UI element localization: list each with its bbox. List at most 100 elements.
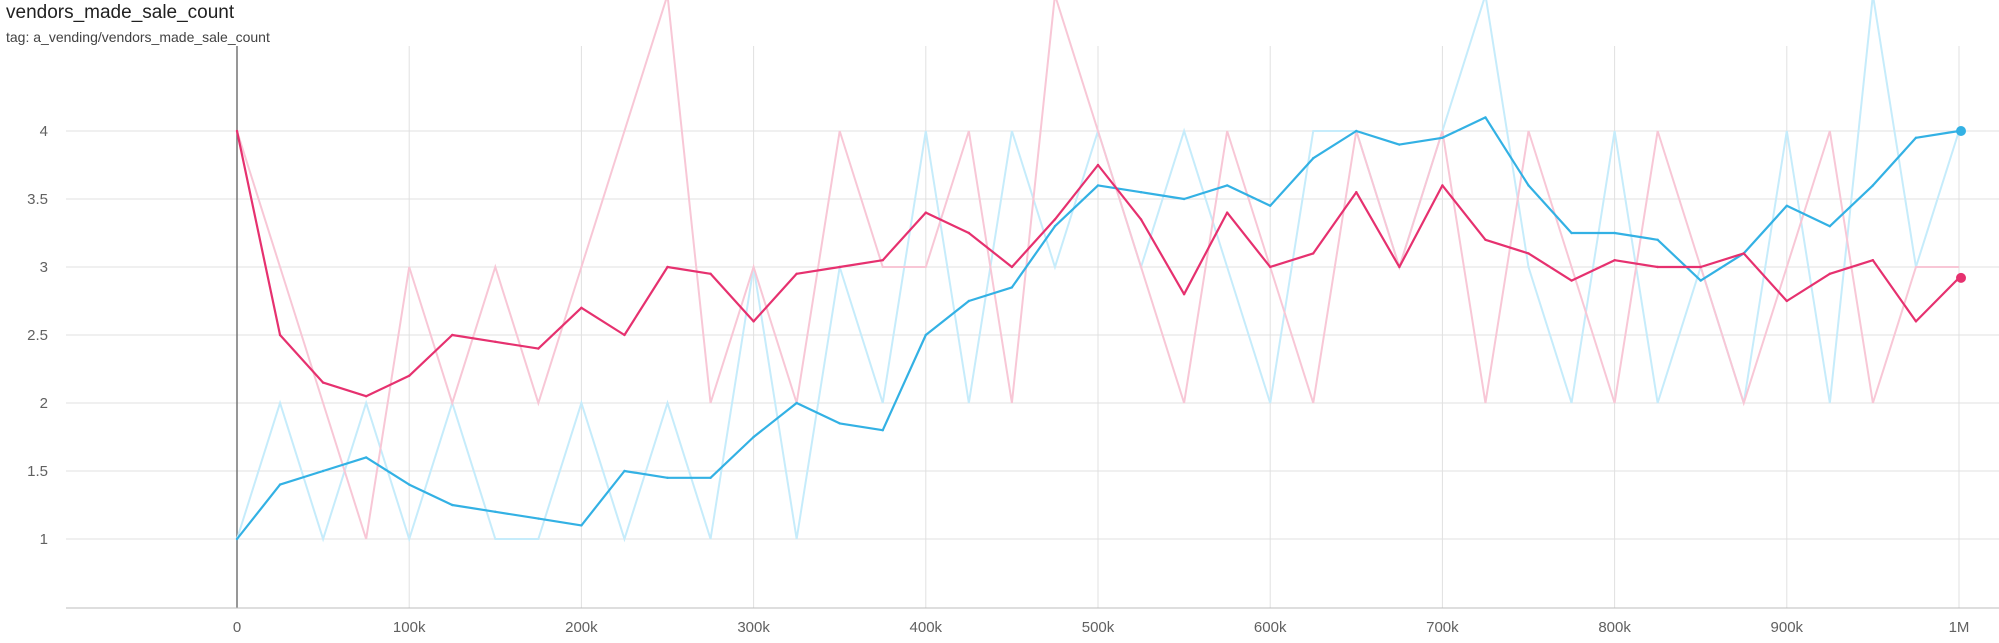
- x-tick-label: 400k: [910, 619, 943, 636]
- series-point: [666, 265, 669, 269]
- series-point: [537, 347, 540, 350]
- series-point: [967, 299, 971, 303]
- series-point: [451, 333, 454, 337]
- x-tick-label: 700k: [1426, 619, 1459, 636]
- series-point: [795, 272, 798, 275]
- x-tick-label: 600k: [1254, 619, 1287, 636]
- x-tick-label: 1M: [1949, 619, 1970, 636]
- series-point: [364, 456, 368, 459]
- series-point: [494, 340, 497, 343]
- series-point: [1096, 184, 1100, 187]
- series-point: [1182, 293, 1186, 296]
- series-point: [1484, 116, 1487, 119]
- series-point: [1828, 272, 1832, 275]
- series-point: [1182, 197, 1186, 201]
- x-tick-label: 100k: [393, 619, 426, 636]
- series-point: [1656, 265, 1659, 269]
- series-point: [451, 503, 454, 507]
- axis-layer: 1 1.5 2 2.5 3 3.5 4 0 100k 200k 300k 400k 500k 600k 70…: [27, 123, 1999, 636]
- series-point: [1570, 279, 1573, 282]
- x-tick-label: 300k: [737, 619, 770, 636]
- x-tick-label: 900k: [1771, 619, 1804, 636]
- series-point: [1053, 225, 1057, 228]
- series-point: [1398, 143, 1401, 146]
- series-point: [580, 524, 583, 527]
- chart-title: vendors_made_sale_count: [6, 2, 235, 23]
- series-point: [321, 381, 325, 384]
- x-tick-label: 0: [233, 619, 241, 636]
- series-point: [364, 395, 368, 398]
- series-point: [1785, 299, 1789, 303]
- series-point: [752, 320, 755, 323]
- series-point: [1527, 252, 1530, 255]
- raw-series-line: [236, 0, 1959, 540]
- series-point: [1828, 225, 1832, 228]
- series-point: [1785, 204, 1789, 207]
- series-point: [1570, 231, 1573, 235]
- series-point: [1225, 211, 1229, 214]
- series-point: [1742, 252, 1745, 255]
- smoothed-series-layer: [235, 116, 1966, 541]
- series-point: [580, 306, 583, 309]
- series-point: [795, 401, 798, 405]
- y-tick-label: 3: [40, 259, 48, 276]
- grid-layer: [66, 46, 1999, 608]
- y-tick-label: 1.5: [27, 463, 48, 480]
- y-tick-label: 2: [40, 395, 48, 412]
- series-point: [1398, 265, 1401, 269]
- series-point: [881, 259, 884, 262]
- series-point: [1053, 218, 1057, 221]
- series-point: [1355, 191, 1358, 194]
- x-tick-label: 200k: [565, 619, 598, 636]
- series-point: [235, 537, 239, 541]
- series-point: [924, 333, 927, 337]
- series-point: [1527, 184, 1530, 187]
- series-point: [1871, 259, 1875, 262]
- series-point: [838, 265, 841, 269]
- series-point: [537, 517, 540, 520]
- series-point: [1139, 218, 1143, 221]
- series-point: [1269, 265, 1272, 269]
- chart-tag: tag: a_vending/vendors_made_sale_count: [6, 29, 270, 45]
- series-point: [1699, 279, 1702, 282]
- series-point: [1613, 231, 1616, 235]
- series-point: [1355, 129, 1358, 133]
- series-point: [1914, 136, 1918, 139]
- y-tick-label: 3.5: [27, 191, 48, 208]
- series-point: [1010, 265, 1014, 269]
- series-point: [494, 510, 497, 513]
- series-point: [1010, 286, 1014, 289]
- series-point: [235, 129, 239, 133]
- y-tick-label: 1: [40, 531, 48, 548]
- raw-series-layer: [236, 0, 1960, 543]
- series-point: [838, 422, 841, 425]
- series-point: [1699, 265, 1702, 269]
- series-point: [1139, 191, 1143, 194]
- series-point: [709, 476, 712, 479]
- series-point: [709, 272, 712, 275]
- series-point: [1312, 252, 1315, 255]
- series-point: [1914, 320, 1918, 323]
- series-point: [1312, 157, 1315, 160]
- series-point: [278, 483, 282, 486]
- series-point: [623, 469, 626, 473]
- series-point: [1441, 184, 1444, 187]
- series-point: [924, 211, 927, 214]
- series-point: [1656, 238, 1659, 241]
- series-end-marker: [1956, 126, 1966, 136]
- series-point: [1096, 163, 1100, 167]
- series-point: [408, 374, 411, 377]
- series-end-marker: [1956, 272, 1966, 283]
- series-point: [1441, 136, 1444, 139]
- series-point: [967, 231, 971, 235]
- y-tick-label: 4: [40, 123, 48, 140]
- x-tick-label: 800k: [1598, 619, 1631, 636]
- series-point: [752, 435, 755, 439]
- series-point: [1269, 204, 1272, 207]
- series-point: [1225, 184, 1229, 187]
- y-tick-label: 2.5: [27, 327, 48, 344]
- series-point: [666, 476, 669, 479]
- series-point: [881, 429, 884, 432]
- series-point: [278, 333, 282, 337]
